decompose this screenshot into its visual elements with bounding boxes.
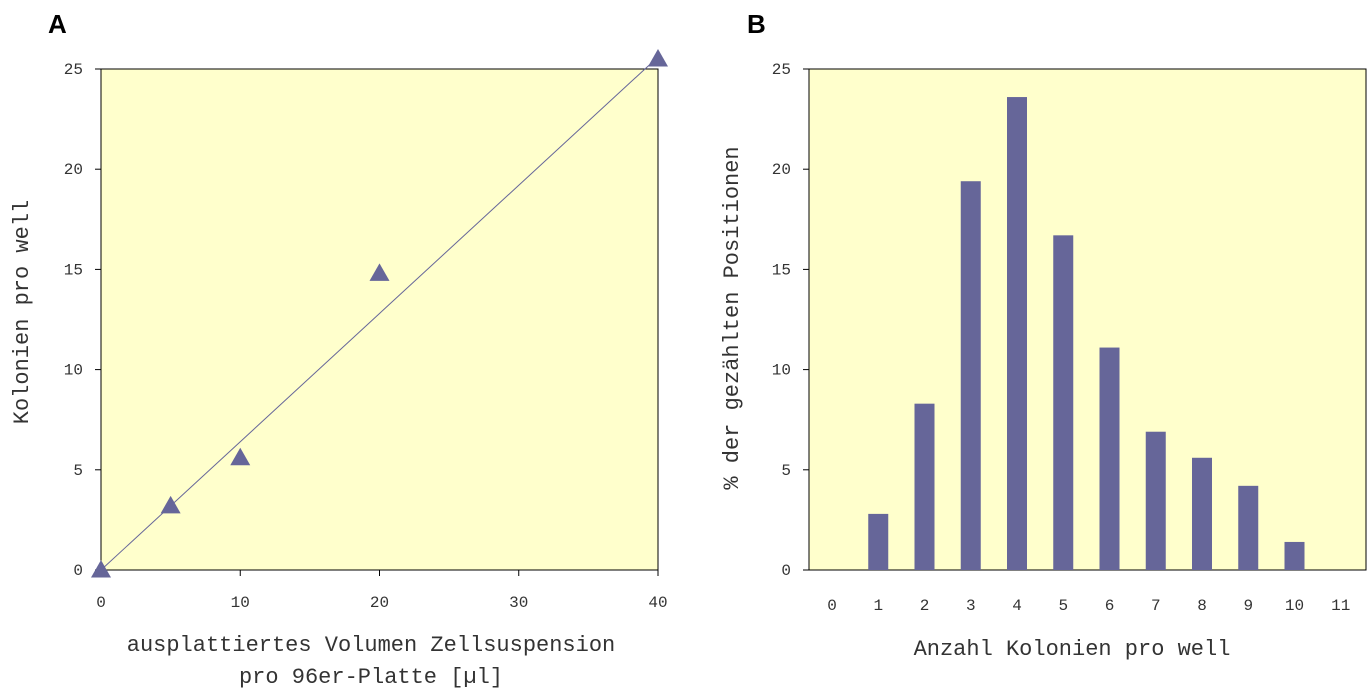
x-tick-label-a: 20 [370, 594, 389, 612]
plot-area-a [100, 68, 659, 571]
y-tick-label-b: 10 [772, 362, 791, 380]
panel-label-a: A [48, 9, 67, 39]
x-axis-a: 0 10 20 30 40 [96, 570, 668, 612]
y-tick-label-a: 15 [64, 261, 83, 279]
x-tick-label-a: 40 [648, 594, 667, 612]
x-tick-label-b: 2 [920, 597, 930, 615]
data-point-triangle [91, 560, 111, 578]
x-tick-label-a: 30 [509, 594, 528, 612]
data-point-triangle [648, 48, 668, 67]
x-tick-label-b: 11 [1331, 597, 1350, 615]
x-tick-label-b: 7 [1151, 597, 1161, 615]
y-tick-label-b: 25 [772, 61, 791, 79]
bar [1145, 431, 1166, 570]
bar [1284, 541, 1305, 570]
y-tick-label-a: 0 [73, 562, 83, 580]
x-tick-label-b: 4 [1012, 597, 1022, 615]
y-tick-label-b: 0 [781, 562, 791, 580]
bar [1238, 485, 1259, 570]
y-tick-label-a: 20 [64, 161, 83, 179]
x-tick-label-b: 5 [1058, 597, 1068, 615]
chart-b: 0 5 10 15 20 25 0 1 2 3 4 5 6 7 8 9 10 11 % der gezählte… [720, 61, 1367, 662]
plot-area-b [808, 68, 1367, 571]
x-tick-label-b: 1 [873, 597, 883, 615]
y-tick-label-b: 15 [772, 261, 791, 279]
y-tick-label-b: 20 [772, 161, 791, 179]
y-axis-a: 0 5 10 15 20 25 [64, 61, 101, 580]
y-tick-label-a: 10 [64, 362, 83, 380]
y-tick-label-a: 5 [73, 462, 83, 480]
panel-label-b: B [747, 9, 766, 39]
data-points-a [91, 48, 668, 578]
y-tick-label-a: 25 [64, 61, 83, 79]
bar [1192, 457, 1212, 570]
data-point-triangle [230, 447, 251, 466]
x-axis-label-b: Anzahl Kolonien pro well [914, 637, 1231, 662]
y-axis-b: 0 5 10 15 20 25 [772, 61, 809, 580]
x-tick-label-b: 0 [827, 597, 837, 615]
bars-b [868, 97, 1305, 570]
x-tick-label-b: 10 [1285, 597, 1304, 615]
bar [1007, 97, 1027, 570]
y-axis-label-b: % der gezählten Positionen [720, 146, 745, 489]
trendline [100, 56, 659, 571]
x-tick-label-b: 3 [966, 597, 976, 615]
bar [914, 403, 935, 570]
x-tick-label-b: 9 [1243, 597, 1253, 615]
x-tick-label-a: 10 [231, 594, 250, 612]
x-axis-label-a-line1: ausplattiertes Volumen Zellsuspension [127, 633, 615, 658]
x-tick-label-b: 8 [1197, 597, 1207, 615]
bar [868, 513, 889, 570]
x-tick-label-a: 0 [96, 594, 106, 612]
y-tick-label-b: 5 [781, 462, 791, 480]
bar [1099, 347, 1120, 570]
x-axis-b: 0 1 2 3 4 5 6 7 8 9 10 11 [827, 597, 1350, 615]
y-axis-label-a: Kolonien pro well [10, 200, 35, 424]
x-axis-label-a-line2: pro 96er-Platte [µl] [239, 665, 503, 690]
bar [960, 181, 981, 570]
chart-a: 0 5 10 15 20 25 0 10 20 30 40 Kolonien pro well a… [10, 48, 668, 690]
data-point-triangle [369, 263, 390, 281]
x-tick-label-b: 6 [1105, 597, 1115, 615]
bar [1053, 235, 1074, 570]
data-point-triangle [160, 495, 181, 514]
